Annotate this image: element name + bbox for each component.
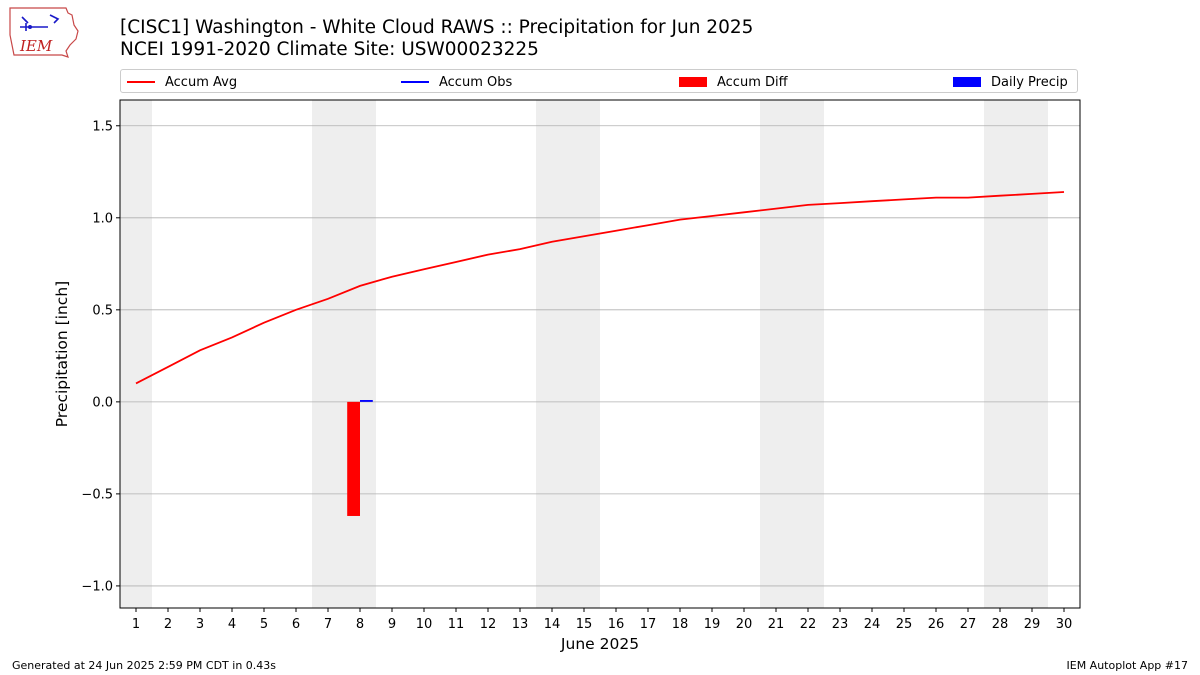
accum-diff-bar (347, 401, 360, 516)
weekend-band-4 (984, 100, 1048, 608)
x-tick-label: 23 (832, 617, 849, 632)
x-tick-label: 5 (260, 617, 268, 632)
logo-text: IEM (19, 37, 53, 55)
x-tick-label: 14 (544, 617, 561, 632)
x-tick-label: 7 (324, 617, 332, 632)
daily-precip-bar (360, 400, 373, 402)
x-tick-label: 19 (704, 617, 721, 632)
legend-label-accum-diff: Accum Diff (717, 74, 788, 90)
x-tick-label: 21 (768, 617, 785, 632)
legend-label-daily-precip: Daily Precip (991, 74, 1068, 90)
legend-label-accum-avg: Accum Avg (165, 74, 238, 90)
x-tick-label: 4 (228, 617, 236, 632)
weekend-band-2 (536, 100, 600, 608)
legend-swatch-daily-precip (953, 77, 981, 87)
legend-swatch-accum-diff (679, 77, 707, 87)
weekend-band-0 (120, 100, 152, 608)
y-tick-label: 1.0 (92, 211, 113, 226)
legend-item-accum-obs: Accum Obs (401, 70, 512, 94)
legend-item-daily-precip: Daily Precip (953, 70, 1068, 94)
y-tick-label: 0.0 (92, 395, 113, 410)
weekend-band-3 (760, 100, 824, 608)
x-tick-label: 8 (356, 617, 364, 632)
y-tick-label: 1.5 (92, 119, 113, 134)
x-tick-label: 10 (416, 617, 433, 632)
legend-label-accum-obs: Accum Obs (439, 74, 513, 90)
chart-title: [CISC1] Washington - White Cloud RAWS ::… (120, 17, 754, 38)
x-tick-label: 17 (640, 617, 657, 632)
x-axis-label: June 2025 (560, 635, 639, 653)
x-tick-label: 15 (576, 617, 593, 632)
x-tick-label: 3 (196, 617, 204, 632)
x-tick-label: 22 (800, 617, 817, 632)
y-tick-label: −0.5 (81, 487, 113, 502)
x-tick-label: 1 (132, 617, 140, 632)
x-tick-label: 24 (864, 617, 881, 632)
footer-app: IEM Autoplot App #17 (1066, 659, 1189, 672)
chart-subtitle: NCEI 1991-2020 Climate Site: USW00023225 (120, 39, 539, 60)
x-tick-label: 9 (388, 617, 396, 632)
x-tick-label: 27 (960, 617, 977, 632)
x-tick-label: 29 (1024, 617, 1041, 632)
x-tick-label: 6 (292, 617, 300, 632)
legend: Accum Avg Accum Obs Accum Diff Daily Pre… (120, 69, 1078, 93)
x-tick-label: 16 (608, 617, 625, 632)
footer-generated: Generated at 24 Jun 2025 2:59 PM CDT in … (12, 659, 277, 672)
x-tick-label: 11 (448, 617, 465, 632)
x-tick-label: 13 (512, 617, 529, 632)
x-tick-label: 28 (992, 617, 1009, 632)
y-tick-label: 0.5 (92, 303, 113, 318)
plot-frame (119, 99, 1081, 609)
x-tick-label: 2 (164, 617, 172, 632)
weekend-band-1 (312, 100, 376, 608)
legend-item-accum-avg: Accum Avg (127, 70, 237, 94)
x-tick-label: 26 (928, 617, 945, 632)
legend-item-accum-diff: Accum Diff (679, 70, 788, 94)
legend-swatch-accum-avg (127, 81, 155, 83)
x-tick-label: 20 (736, 617, 753, 632)
x-tick-label: 25 (896, 617, 913, 632)
y-tick-label: −1.0 (81, 579, 113, 594)
x-tick-label: 30 (1056, 617, 1073, 632)
iem-logo: IEM (9, 7, 79, 58)
accum-avg-line (135, 191, 1065, 385)
x-tick-label: 18 (672, 617, 689, 632)
x-tick-label: 12 (480, 617, 497, 632)
legend-swatch-accum-obs (401, 81, 429, 83)
y-axis-label: Precipitation [inch] (53, 281, 71, 427)
